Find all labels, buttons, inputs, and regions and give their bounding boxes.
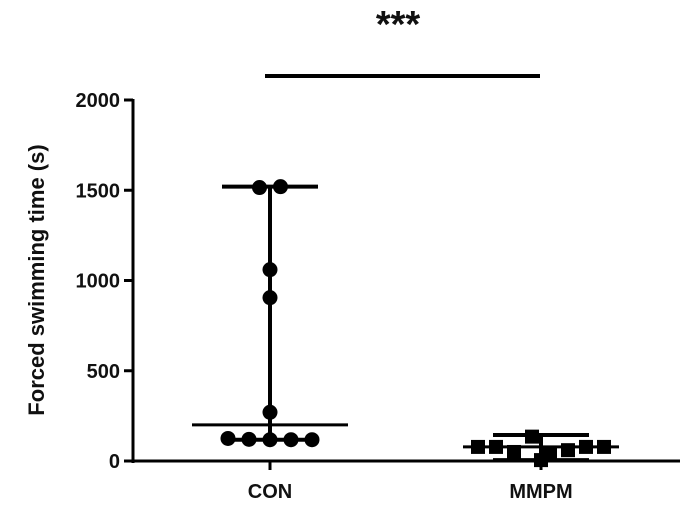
- data-point: [471, 439, 485, 454]
- y-tick-label: 1000: [76, 271, 121, 293]
- data-point: [534, 453, 548, 468]
- data-point: [489, 439, 503, 454]
- data-point: [579, 439, 593, 454]
- x-tick-label: CON: [248, 481, 292, 503]
- data-point: [597, 439, 611, 454]
- data-point: [273, 179, 288, 195]
- data-point: [252, 180, 267, 196]
- data-point: [262, 290, 278, 306]
- y-tick-label: 500: [87, 361, 120, 383]
- data-point: [561, 443, 575, 458]
- data-point: [220, 430, 236, 446]
- data-point: [262, 404, 278, 420]
- data-point: [283, 432, 299, 448]
- y-tick-label: 2000: [76, 90, 121, 112]
- y-axis-title: Forced swimming time (s): [24, 144, 49, 415]
- y-tick-label: 1500: [76, 180, 121, 202]
- significance-label: ***: [376, 4, 421, 46]
- x-tick-label: MMPM: [509, 481, 572, 503]
- data-point: [507, 444, 521, 459]
- data-point: [262, 262, 278, 278]
- data-point: [241, 431, 257, 447]
- data-point: [262, 432, 278, 448]
- y-tick-label: 0: [109, 451, 120, 473]
- data-point: [525, 429, 539, 444]
- data-point: [304, 432, 320, 448]
